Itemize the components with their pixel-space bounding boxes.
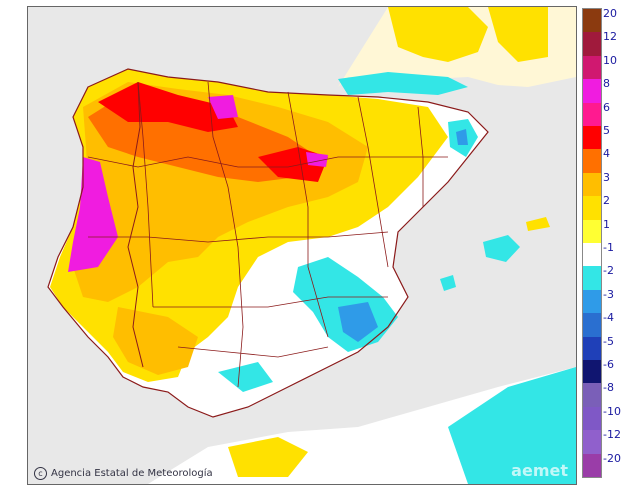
credit-line: c Agencia Estatal de Meteorología [34, 467, 213, 480]
cool-zone-northeast-deep [456, 129, 468, 145]
france-cool-patch [338, 72, 468, 95]
legend-label: 10 [603, 53, 617, 67]
legend-swatch [583, 126, 601, 150]
cool-zone-southeast-deep [338, 302, 378, 342]
legend-label: -2 [603, 264, 614, 278]
temperature-anomaly-map: aemet c Agencia Estatal de Meteorología [27, 6, 577, 485]
legend-label: 1 [603, 217, 610, 231]
legend-label: -12 [603, 428, 621, 442]
legend-label: -10 [603, 404, 621, 418]
legend-swatch [583, 55, 601, 80]
credit-text: Agencia Estatal de Meteorología [51, 468, 213, 479]
legend-label: -3 [603, 287, 614, 301]
legend-labels: 20 12 10 8 6 5 4 3 2 1 -1 -2 -3 -4 -5 -6 -8 -10 -12 -20 [603, 0, 630, 500]
legend-swatch [583, 196, 601, 221]
legend-label: 5 [603, 124, 610, 137]
legend-swatch [583, 32, 601, 57]
island-ibiza [440, 275, 456, 291]
legend-swatch [583, 102, 601, 127]
legend-label: -6 [603, 358, 614, 371]
cool-zone-southwest [218, 362, 273, 392]
legend-swatch [583, 406, 601, 431]
france-warm-patch-2 [488, 7, 548, 62]
legend-label: -20 [603, 451, 621, 465]
legend-label: 2 [603, 194, 610, 208]
portugal-border [127, 81, 144, 368]
legend-label: 12 [603, 30, 617, 44]
legend-swatch [583, 219, 601, 244]
legend-swatch [583, 336, 601, 361]
legend-label: 8 [603, 77, 610, 91]
legend-swatch [583, 383, 601, 408]
region-borders [87, 81, 448, 388]
map-canvas [47, 7, 576, 484]
legend-label: 3 [603, 170, 610, 184]
legend-label: 4 [603, 147, 610, 161]
island-menorca [526, 217, 550, 231]
legend-label: -4 [603, 311, 614, 325]
copyright-icon: c [34, 467, 47, 480]
legend-label: 20 [603, 7, 617, 20]
warm-zone-orange-south [113, 307, 198, 375]
color-legend [582, 8, 602, 478]
warm-zone-magenta-west [68, 157, 118, 272]
legend-swatch [583, 289, 601, 314]
island-mallorca [483, 235, 520, 262]
legend-label: -1 [603, 241, 614, 254]
legend-label: 6 [603, 100, 610, 114]
legend-swatch [583, 266, 601, 291]
legend-swatch [583, 79, 601, 104]
legend-label: -8 [603, 381, 614, 395]
legend-swatch [583, 453, 601, 478]
legend-label: -5 [603, 334, 614, 348]
warm-zone-magenta-north [208, 95, 238, 119]
north-africa-warm-patch [228, 437, 308, 477]
legend-swatch [583, 243, 601, 267]
watermark-aemet: aemet [511, 461, 568, 480]
legend-swatch [583, 9, 601, 33]
warm-zone-red [98, 82, 238, 132]
legend-swatch [583, 360, 601, 384]
coastline [47, 68, 489, 418]
north-africa-cool-patch [448, 367, 576, 484]
legend-swatch [583, 172, 601, 197]
legend-swatch [583, 149, 601, 174]
france-warm-patch [388, 7, 488, 62]
legend-swatch [583, 430, 601, 455]
legend-swatch [583, 313, 601, 338]
warm-zone-magenta-east [306, 152, 328, 167]
